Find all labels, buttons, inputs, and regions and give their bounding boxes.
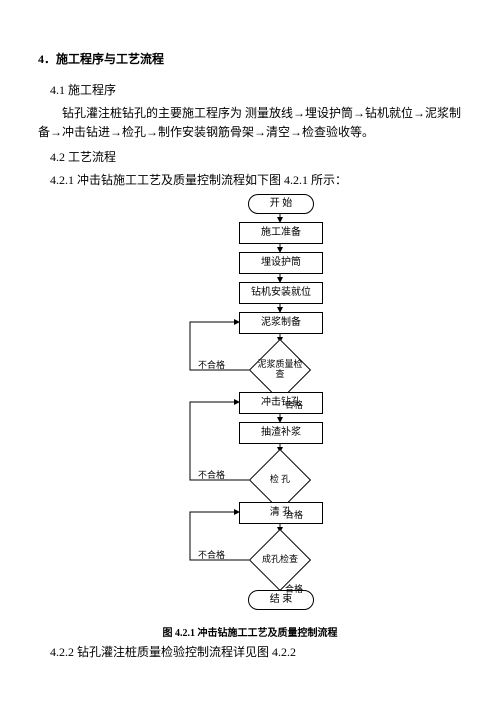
figure-title: 图 4.2.1 冲击钻施工工艺及质量控制流程 [38,624,462,639]
node-hole-check: 检 孔 [250,450,310,510]
node-clean: 清 孔 [239,502,323,524]
node-slag: 抽渣补浆 [239,422,323,444]
label-fail-2: 不合格 [198,468,225,481]
node-start: 开 始 [248,194,314,214]
label-pass-1: 合格 [285,398,303,411]
node-mud-check: 泥浆质量检查 [250,340,310,400]
section-4-1-title: 4.1 施工程序 [38,81,462,98]
label-fail-3: 不合格 [198,548,225,561]
section-4-1-body: 钻孔灌注桩钻孔的主要施工程序为 测量放线→埋设护筒→钻机就位→泥浆制备→冲击钻进… [38,104,462,142]
node-casing: 埋设护筒 [239,252,323,274]
label-pass-3: 合格 [285,582,303,595]
node-drill: 冲击钻孔 [239,392,323,414]
section-heading: 4．施工程序与工艺流程 [38,50,462,67]
node-form-check: 成孔检查 [250,530,310,590]
section-4-2-title: 4.2 工艺流程 [38,148,462,165]
node-end: 结 束 [248,590,314,610]
label-pass-2: 合格 [285,508,303,521]
node-rig: 钻机安装就位 [239,282,323,304]
flowchart: 开 始 施工准备 埋设护筒 钻机安装就位 泥浆制备 泥浆质量检查 冲击钻孔 抽渣… [120,192,380,622]
label-fail-1: 不合格 [198,358,225,371]
section-4-2-2: 4.2.2 钻孔灌注桩质量检验控制流程详见图 4.2.2 [38,643,462,660]
node-mud: 泥浆制备 [239,312,323,334]
section-4-2-1-caption: 4.2.1 冲击钻施工工艺及质量控制流程如下图 4.2.1 所示： [38,171,462,188]
node-prep: 施工准备 [239,222,323,244]
